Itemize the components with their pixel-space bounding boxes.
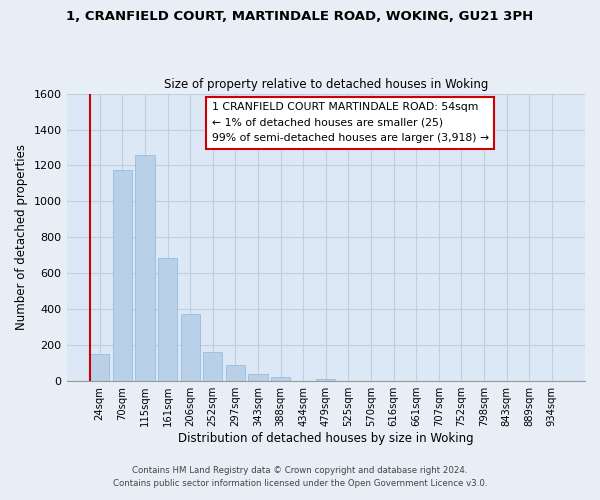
Bar xyxy=(181,314,200,381)
Text: 1 CRANFIELD COURT MARTINDALE ROAD: 54sqm
← 1% of detached houses are smaller (25: 1 CRANFIELD COURT MARTINDALE ROAD: 54sqm… xyxy=(212,102,489,144)
Text: 1, CRANFIELD COURT, MARTINDALE ROAD, WOKING, GU21 3PH: 1, CRANFIELD COURT, MARTINDALE ROAD, WOK… xyxy=(67,10,533,23)
Bar xyxy=(158,258,177,381)
Bar xyxy=(203,352,223,381)
Bar xyxy=(271,378,290,381)
Bar xyxy=(113,170,132,381)
Title: Size of property relative to detached houses in Woking: Size of property relative to detached ho… xyxy=(164,78,488,91)
Bar xyxy=(226,364,245,381)
X-axis label: Distribution of detached houses by size in Woking: Distribution of detached houses by size … xyxy=(178,432,473,445)
Bar xyxy=(248,374,268,381)
Bar xyxy=(90,354,109,381)
Bar xyxy=(316,380,335,381)
Bar xyxy=(136,154,155,381)
Y-axis label: Number of detached properties: Number of detached properties xyxy=(15,144,28,330)
Text: Contains HM Land Registry data © Crown copyright and database right 2024.
Contai: Contains HM Land Registry data © Crown c… xyxy=(113,466,487,487)
